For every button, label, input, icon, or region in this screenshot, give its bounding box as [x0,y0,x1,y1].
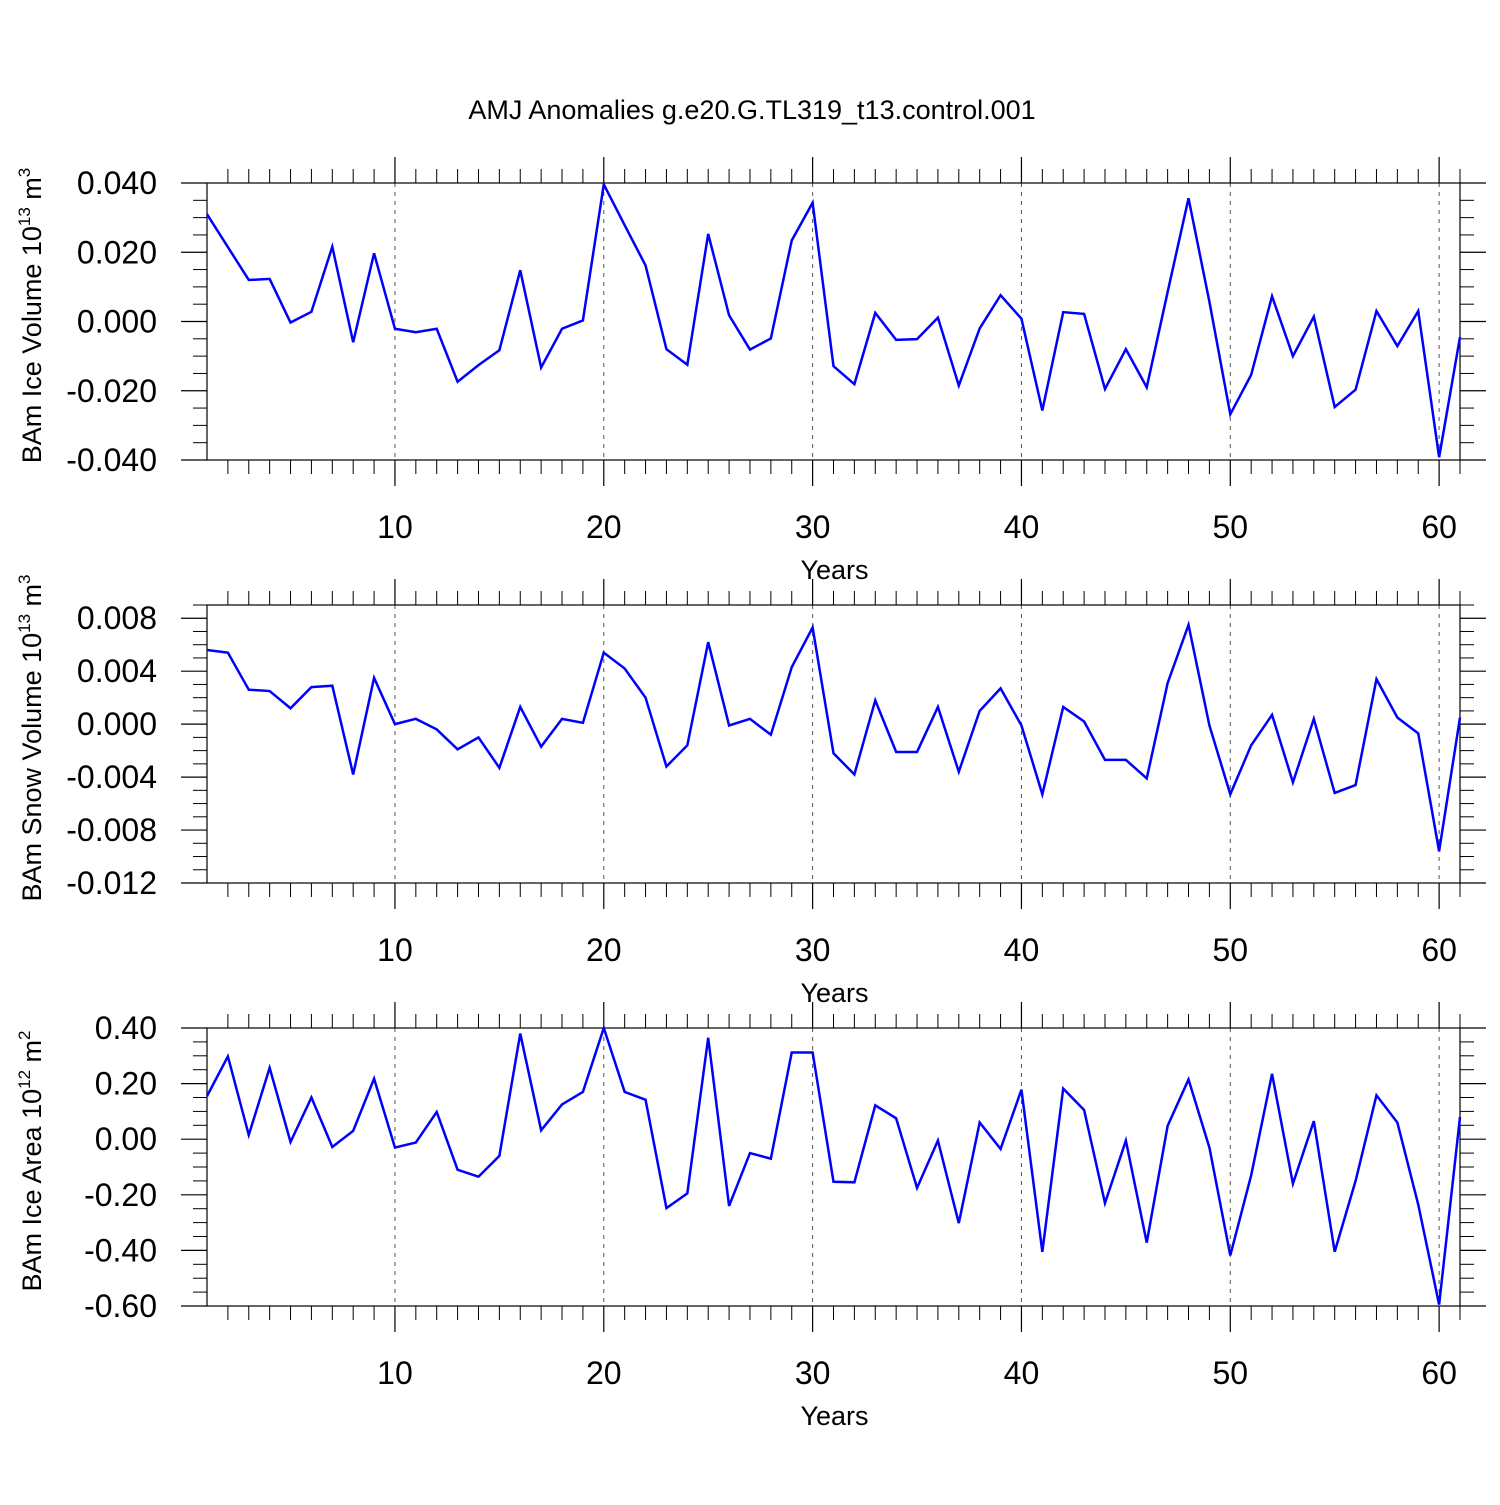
x-axis-label: Years [800,555,868,585]
chart-panel-2: 10 20 30 40 50 60 0.008 0.004 0.000 -0.004 -0.008 -… [15,574,1486,1008]
x-tick-label: 30 [795,932,831,968]
y-tick-label: -0.40 [84,1232,157,1268]
y-tick-label: -0.008 [66,812,157,848]
chart-panel-3: 10 20 30 40 50 60 0.40 0.20 0.00 -0.20 -0.40 -0.60 Y… [15,1002,1486,1431]
y-tick-label: 0.040 [77,165,157,201]
y-tick-label: -0.20 [84,1177,157,1213]
series-line-3 [205,1023,1462,1305]
x-tick-label: 60 [1421,932,1457,968]
x-tick-label: 50 [1212,932,1248,968]
series-line-2 [206,620,1462,852]
y-tick-label: -0.004 [66,759,157,795]
y-tick-label: -0.60 [84,1288,157,1324]
x-tick-label: 20 [586,509,622,545]
y-axis-label: BAm Ice Volume 1013 m3 [15,168,47,464]
x-tick-label: 50 [1212,509,1248,545]
x-axis-label: Years [800,978,868,1008]
x-tick-label: 20 [586,932,622,968]
y-tick-label: -0.020 [66,373,157,409]
x-tick-label: 60 [1421,509,1457,545]
y-tick-label: 0.000 [77,706,157,742]
x-tick-label: 30 [795,1355,831,1391]
y-tick-label: -0.040 [66,442,157,478]
y-tick-label: 0.20 [95,1066,157,1102]
x-tick-label: 20 [586,1355,622,1391]
y-tick-label: 0.008 [77,600,157,636]
x-axis-label: Years [800,1401,868,1431]
y-axis-label: BAm Ice Area 1012 m2 [15,1031,47,1292]
y-tick-label: 0.020 [77,234,157,270]
y-tick-label: 0.00 [95,1121,157,1157]
x-tick-label: 10 [377,509,413,545]
x-tick-label: 40 [1004,1355,1040,1391]
x-tick-label: 10 [377,1355,413,1391]
chart-panel-1: 10 20 30 40 50 60 0.040 0.020 0.000 -0.020 -0.040 Y… [15,157,1486,585]
x-tick-label: 50 [1212,1355,1248,1391]
x-tick-label: 60 [1421,1355,1457,1391]
x-tick-label: 40 [1004,509,1040,545]
figure-title: AMJ Anomalies g.e20.G.TL319_t13.control.… [468,95,1035,125]
x-tick-label: 30 [795,509,831,545]
y-axis-label: BAm Snow Volume 1013 m3 [15,574,47,901]
y-tick-label: 0.004 [77,653,157,689]
y-tick-label: -0.012 [66,865,157,901]
x-tick-label: 10 [377,932,413,968]
y-tick-label: 0.000 [77,304,157,340]
series-line-1 [205,180,1462,458]
x-tick-label: 40 [1004,932,1040,968]
y-tick-label: 0.40 [95,1010,157,1046]
